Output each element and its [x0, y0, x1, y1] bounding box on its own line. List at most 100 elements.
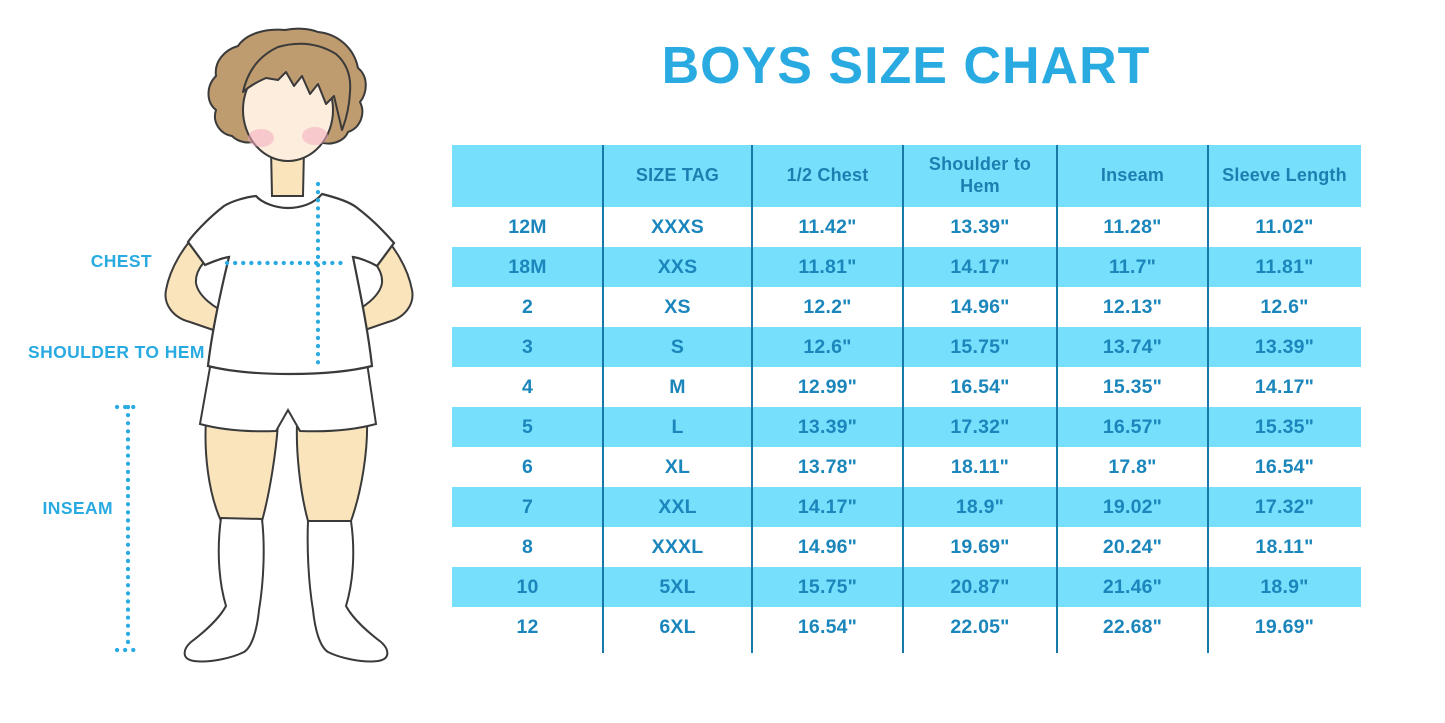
table-cell: 18.11"	[950, 455, 1010, 478]
table-row: 10 5XL 15.75" 20.87" 21.46" 18.9"	[452, 567, 1361, 607]
table-cell: 6XL	[659, 615, 696, 638]
table-cell: 11.81"	[1255, 255, 1314, 278]
shorts	[198, 355, 378, 433]
table-cell: 20.24"	[1102, 535, 1163, 558]
table-cell: 18.9"	[1260, 575, 1309, 598]
table-cell: 21.46"	[1102, 575, 1163, 598]
table-cell: 22.68"	[1102, 615, 1163, 638]
table-cell: 5	[521, 415, 534, 438]
column-divider	[902, 145, 904, 653]
table-cell: 17.8"	[1108, 455, 1157, 478]
table-row: 18M XXS 11.81" 14.17" 11.7" 11.81"	[452, 247, 1361, 287]
t-shirt	[186, 192, 396, 376]
boy-figure-illustration	[114, 27, 414, 663]
table-cell: XXL	[658, 495, 697, 518]
table-cell: 19.69"	[1254, 615, 1315, 638]
inseam-label: INSEAM	[42, 498, 113, 518]
table-cell: 4	[521, 375, 534, 398]
table-cell: 12.2"	[803, 295, 852, 318]
table-cell: 11.42"	[798, 215, 857, 238]
table-cell: 18.11"	[1255, 535, 1314, 558]
table-row: 7 XXL 14.17" 18.9" 19.02" 17.32"	[452, 487, 1361, 527]
shoulder-to-hem-label: SHOULDER TO HEM	[28, 342, 205, 362]
socks	[183, 516, 389, 663]
table-cell: 14.96"	[797, 535, 858, 558]
table-row: 5 L 13.39" 17.32" 16.57" 15.35"	[452, 407, 1361, 447]
table-cell: 11.7"	[1108, 255, 1157, 278]
table-cell: 18M	[508, 255, 547, 278]
table-row: 3 S 12.6" 15.75" 13.74" 13.39"	[452, 327, 1361, 367]
table-cell: 22.05"	[950, 615, 1010, 638]
cheek-right	[302, 127, 328, 145]
table-cell: L	[671, 415, 684, 438]
table-cell: 12.13"	[1102, 295, 1163, 318]
hair-fringe	[242, 42, 352, 131]
table-cell: 10	[516, 575, 539, 598]
chest-label: CHEST	[90, 251, 152, 271]
table-cell: 14.17"	[1254, 375, 1315, 398]
column-divider	[602, 145, 604, 653]
column-divider	[1056, 145, 1058, 653]
table-header-cell: SIZE TAG	[635, 165, 720, 186]
table-cell: 13.39"	[1254, 335, 1315, 358]
table-cell: 15.75"	[797, 575, 858, 598]
table-cell: 12.6"	[803, 335, 852, 358]
table-cell: 16.57"	[1102, 415, 1163, 438]
cheek-left	[248, 129, 274, 147]
table-cell: 15.35"	[1102, 375, 1163, 398]
table-cell: XS	[664, 295, 691, 318]
table-cell: 5XL	[659, 575, 696, 598]
table-cell: 3	[521, 335, 534, 358]
table-cell: 16.54"	[797, 615, 858, 638]
table-cell: 11.28"	[1103, 215, 1162, 238]
table-cell: XL	[664, 455, 691, 478]
table-cell: XXXL	[651, 535, 704, 558]
table-header-cell: Sleeve Length	[1222, 165, 1347, 186]
table-cell: 12.6"	[1260, 295, 1309, 318]
table-cell: 14.17"	[950, 255, 1010, 278]
table-cell: 12M	[508, 215, 547, 238]
table-row: 2 XS 12.2" 14.96" 12.13" 12.6"	[452, 287, 1361, 327]
table-cell: 20.87"	[950, 575, 1010, 598]
page-title: BOYS SIZE CHART	[661, 37, 1151, 95]
table-cell: 13.74"	[1102, 335, 1163, 358]
measurement-guides	[114, 181, 346, 653]
table-cell: 7	[521, 495, 534, 518]
column-divider	[1207, 145, 1209, 653]
table-cell: 2	[521, 295, 534, 318]
column-divider	[751, 145, 753, 653]
table-cell: 13.39"	[950, 215, 1010, 238]
table-cell: 16.54"	[1254, 455, 1315, 478]
table-header-cell: 1/2 Chest	[786, 165, 869, 186]
table-cell: M	[669, 375, 686, 398]
table-cell: 6	[521, 455, 534, 478]
table-cell: 11.81"	[798, 255, 857, 278]
table-cell: 8	[521, 535, 534, 558]
table-cell: S	[670, 335, 685, 358]
table-row: 6 XL 13.78" 18.11" 17.8" 16.54"	[452, 447, 1361, 487]
table-cell: 18.9"	[955, 495, 1005, 518]
table-row: SIZE TAG 1/2 Chest Shoulder to Hem Inseam Sl…	[452, 145, 1361, 207]
head	[207, 27, 367, 162]
table-cell: 11.02"	[1255, 215, 1314, 238]
table-row: 4 M 12.99" 16.54" 15.35" 14.17"	[452, 367, 1361, 407]
table-cell: 15.75"	[950, 335, 1010, 358]
table-cell: 17.32"	[1254, 495, 1315, 518]
table-cell: 15.35"	[1254, 415, 1315, 438]
table-cell: 13.39"	[797, 415, 858, 438]
table-cell: 19.02"	[1102, 495, 1163, 518]
table-header-cell	[452, 145, 603, 207]
table-cell: 12.99"	[797, 375, 858, 398]
table-row: 12 6XL 16.54" 22.05" 22.68" 19.69"	[452, 607, 1361, 647]
table-cell: 16.54"	[950, 375, 1010, 398]
legs	[204, 418, 369, 522]
table-header-cell: Inseam	[1100, 165, 1165, 186]
table-cell: 17.32"	[950, 415, 1010, 438]
table-cell: XXS	[657, 255, 698, 278]
size-table-body: SIZE TAG 1/2 Chest Shoulder to Hem Inseam Sl…	[452, 145, 1361, 647]
table-cell: 14.17"	[797, 495, 858, 518]
table-cell: 13.78"	[797, 455, 858, 478]
size-table: SIZE TAG 1/2 Chest Shoulder to Hem Inseam Sl…	[452, 145, 1361, 653]
table-row: 8 XXXL 14.96" 19.69" 20.24" 18.11"	[452, 527, 1361, 567]
table-header-cell: Shoulder to Hem	[928, 154, 1032, 196]
